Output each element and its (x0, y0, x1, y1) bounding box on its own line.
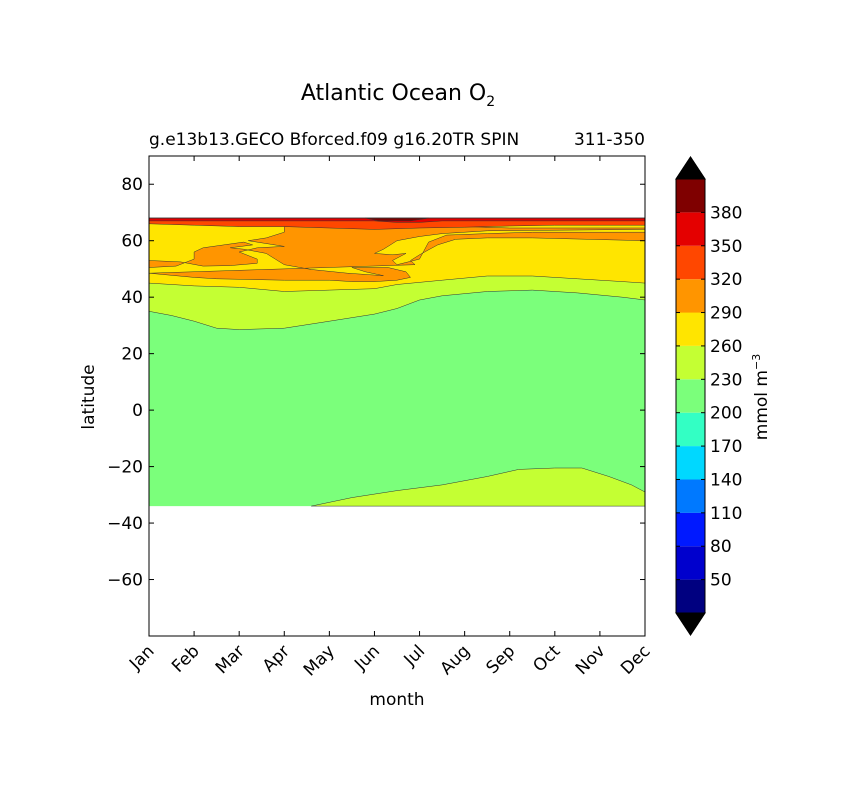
colorbar: 50 80 110 140 170 200 230 260 290 320 350 380 (675, 156, 742, 636)
colorbar-segment (676, 345, 705, 380)
colorbar-tick-label: 50 (710, 571, 732, 591)
x-tick-label: Jan (125, 641, 158, 674)
colorbar-tick-label: 200 (710, 404, 742, 424)
colorbar-tick-label: 350 (710, 237, 742, 257)
y-axis: 80 60 40 20 0 −20 −40 −60 (107, 175, 645, 591)
colorbar-segment (676, 312, 705, 346)
colorbar-tick-label: 110 (710, 504, 742, 524)
colorbar-segment (676, 279, 705, 313)
x-tick-label: Dec (617, 641, 654, 678)
plot-area: Jan Feb Mar Apr May Jun Jul Aug Sep Oct Nov Dec 80 6… (107, 155, 655, 680)
y-tick-label: −40 (107, 514, 143, 534)
x-axis-label: month (369, 690, 424, 710)
x-tick-label: May (300, 641, 339, 680)
colorbar-tick-label: 140 (710, 470, 742, 490)
y-axis-label: latitude (79, 364, 99, 429)
colorbar-segment (676, 546, 705, 580)
colorbar-outline (675, 156, 706, 636)
colorbar-tick-label: 80 (710, 537, 732, 557)
colorbar-extend-low (675, 612, 706, 636)
colorbar-tick-label: 170 (710, 437, 742, 457)
colorbar-segment (676, 245, 705, 280)
colorbar-segment (676, 512, 705, 547)
x-tick-label: Nov (572, 641, 610, 679)
x-tick-label: Sep (482, 641, 519, 678)
y-tick-label: 40 (121, 288, 143, 308)
y-tick-label: 80 (121, 175, 143, 195)
contour-region-orange (148, 226, 646, 282)
x-tick-label: Aug (437, 641, 475, 679)
x-tick-label: Jun (350, 641, 384, 675)
colorbar-tick-label: 230 (710, 370, 742, 390)
y-tick-label: −60 (107, 571, 143, 591)
colorbar-tick-label: 320 (710, 270, 742, 290)
chart-subtitle-right: 311-350 (574, 130, 645, 150)
colorbar-segment (676, 379, 705, 413)
x-tick-label: Oct (529, 641, 564, 676)
colorbar-segment (676, 479, 705, 513)
y-tick-label: −20 (107, 458, 143, 478)
colorbar-tick-label: 380 (710, 203, 742, 223)
x-tick-label: Jul (400, 641, 429, 670)
colorbar-segment (676, 212, 705, 246)
y-tick-label: 60 (121, 232, 143, 252)
x-tick-label: Feb (168, 641, 203, 676)
colorbar-label: mmol m−3 (750, 354, 772, 440)
colorbar-segment (676, 179, 705, 213)
plot-frame (148, 155, 646, 637)
chart-title: Atlantic Ocean O2 (301, 81, 495, 110)
x-tick-label: Apr (259, 641, 294, 676)
colorbar-segment (676, 446, 705, 480)
colorbar-tick-label: 260 (710, 337, 742, 357)
y-tick-label: 0 (132, 401, 143, 421)
chart-subtitle-left: g.e13b13.GECO Bforced.f09 g16.20TR SPIN (149, 130, 519, 150)
y-tick-label: 20 (121, 345, 143, 365)
colorbar-tick-label: 290 (710, 304, 742, 324)
colorbar-segment (676, 579, 705, 613)
colorbar-segment (676, 412, 705, 447)
x-tick-label: Mar (212, 641, 249, 678)
contour-regions (148, 217, 646, 507)
colorbar-extend-high (675, 156, 706, 180)
